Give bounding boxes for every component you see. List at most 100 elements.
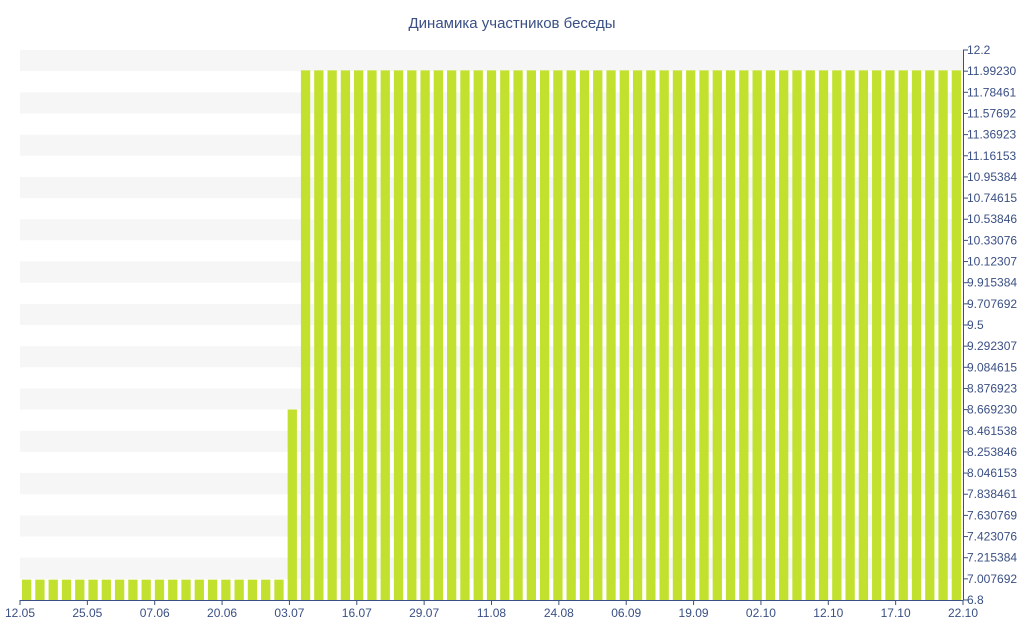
bar bbox=[473, 70, 483, 601]
y-tick-label: 7.630769 bbox=[967, 508, 1017, 522]
bar bbox=[699, 70, 709, 601]
bar bbox=[805, 70, 815, 601]
x-tick-label: 02.10 bbox=[746, 606, 776, 620]
bar bbox=[168, 579, 178, 600]
bar bbox=[712, 70, 722, 601]
bar bbox=[579, 70, 590, 601]
y-tick-label: 6.8 bbox=[967, 593, 984, 607]
y-tick-label: 9.292307 bbox=[967, 339, 1017, 353]
x-tick-label: 22.10 bbox=[948, 606, 978, 620]
bar bbox=[513, 70, 523, 601]
x-tick-label: 25.05 bbox=[72, 606, 102, 620]
y-tick-label: 9.084615 bbox=[967, 360, 1017, 374]
bar bbox=[380, 70, 390, 601]
bar bbox=[646, 70, 656, 601]
bar bbox=[619, 70, 629, 601]
bar bbox=[832, 70, 842, 601]
y-tick-label: 8.876923 bbox=[967, 381, 1017, 395]
bar bbox=[951, 70, 962, 601]
bar bbox=[261, 579, 271, 600]
y-tick-label: 11.78461 bbox=[967, 85, 1016, 99]
bar bbox=[938, 70, 948, 601]
bar bbox=[500, 70, 510, 601]
y-tick-label: 7.423076 bbox=[967, 530, 1017, 544]
y-tick-label: 9.707692 bbox=[967, 297, 1017, 311]
bar bbox=[486, 70, 497, 601]
bar bbox=[88, 579, 98, 600]
bar bbox=[553, 70, 563, 601]
bar bbox=[845, 70, 855, 601]
bar bbox=[21, 579, 32, 600]
bar bbox=[539, 70, 550, 601]
y-tick-label: 12.2 bbox=[967, 43, 991, 57]
bar bbox=[566, 70, 576, 601]
x-tick-label: 06.09 bbox=[611, 606, 641, 620]
bar bbox=[818, 70, 829, 601]
bar bbox=[765, 70, 776, 601]
y-tick-label: 7.007692 bbox=[967, 572, 1017, 586]
bar bbox=[247, 579, 258, 600]
x-tick-label: 12.05 bbox=[5, 606, 35, 620]
bar bbox=[632, 70, 643, 601]
bar bbox=[739, 70, 749, 601]
y-tick-label: 11.16153 bbox=[967, 149, 1016, 163]
bar bbox=[433, 70, 444, 601]
y-tick-label: 8.253846 bbox=[967, 445, 1017, 459]
bar bbox=[234, 579, 244, 600]
y-axis-ticks: 12.2 11.99230 11.78461 11.57692 11.36923 11.1… bbox=[963, 43, 1017, 607]
x-tick-label: 12.10 bbox=[813, 606, 843, 620]
bar bbox=[181, 579, 191, 600]
bar bbox=[393, 70, 404, 601]
bars bbox=[21, 70, 962, 601]
y-tick-label: 11.57692 bbox=[967, 106, 1016, 120]
bar bbox=[128, 579, 138, 600]
x-tick-label: 03.07 bbox=[274, 606, 304, 620]
y-tick-label: 10.12307 bbox=[967, 255, 1017, 269]
y-tick-label: 8.669230 bbox=[967, 403, 1017, 417]
bar bbox=[898, 70, 908, 601]
y-tick-label: 10.33076 bbox=[967, 233, 1017, 247]
bar bbox=[114, 579, 125, 600]
bar bbox=[287, 409, 297, 600]
y-tick-label: 7.838461 bbox=[967, 487, 1017, 501]
bar bbox=[75, 579, 85, 600]
grid-band bbox=[20, 50, 963, 72]
x-axis-ticks: 12.05 25.05 07.06 20.06 03.07 16.07 29.07 11.08… bbox=[5, 600, 978, 620]
bar bbox=[925, 70, 935, 601]
x-tick-label: 07.06 bbox=[140, 606, 170, 620]
bar bbox=[460, 70, 470, 601]
bar bbox=[274, 579, 284, 600]
y-tick-label: 9.5 bbox=[967, 318, 984, 332]
bar bbox=[407, 70, 417, 601]
bar bbox=[686, 70, 696, 601]
bar bbox=[354, 70, 364, 601]
bar bbox=[672, 70, 683, 601]
bar bbox=[340, 70, 351, 601]
y-tick-label: 10.53846 bbox=[967, 212, 1017, 226]
bar bbox=[872, 70, 882, 601]
bar bbox=[194, 579, 204, 600]
bar bbox=[141, 579, 151, 600]
bar bbox=[154, 579, 165, 600]
bar bbox=[725, 70, 736, 601]
bar bbox=[659, 70, 669, 601]
bar bbox=[447, 70, 457, 601]
bar bbox=[526, 70, 536, 601]
y-tick-label: 10.74615 bbox=[967, 191, 1017, 205]
bar bbox=[61, 579, 72, 600]
y-tick-label: 11.36923 bbox=[967, 128, 1016, 142]
x-tick-label: 16.07 bbox=[342, 606, 372, 620]
bar bbox=[35, 579, 45, 600]
y-tick-label: 7.215384 bbox=[967, 551, 1017, 565]
y-tick-label: 8.461538 bbox=[967, 424, 1017, 438]
bar bbox=[606, 70, 616, 601]
x-tick-label: 29.07 bbox=[409, 606, 439, 620]
bar bbox=[221, 579, 231, 600]
bar bbox=[911, 70, 922, 601]
bar bbox=[327, 70, 337, 601]
bar bbox=[779, 70, 789, 601]
x-tick-label: 11.08 bbox=[477, 606, 506, 620]
chart-title: Динамика участников беседы bbox=[409, 15, 616, 32]
